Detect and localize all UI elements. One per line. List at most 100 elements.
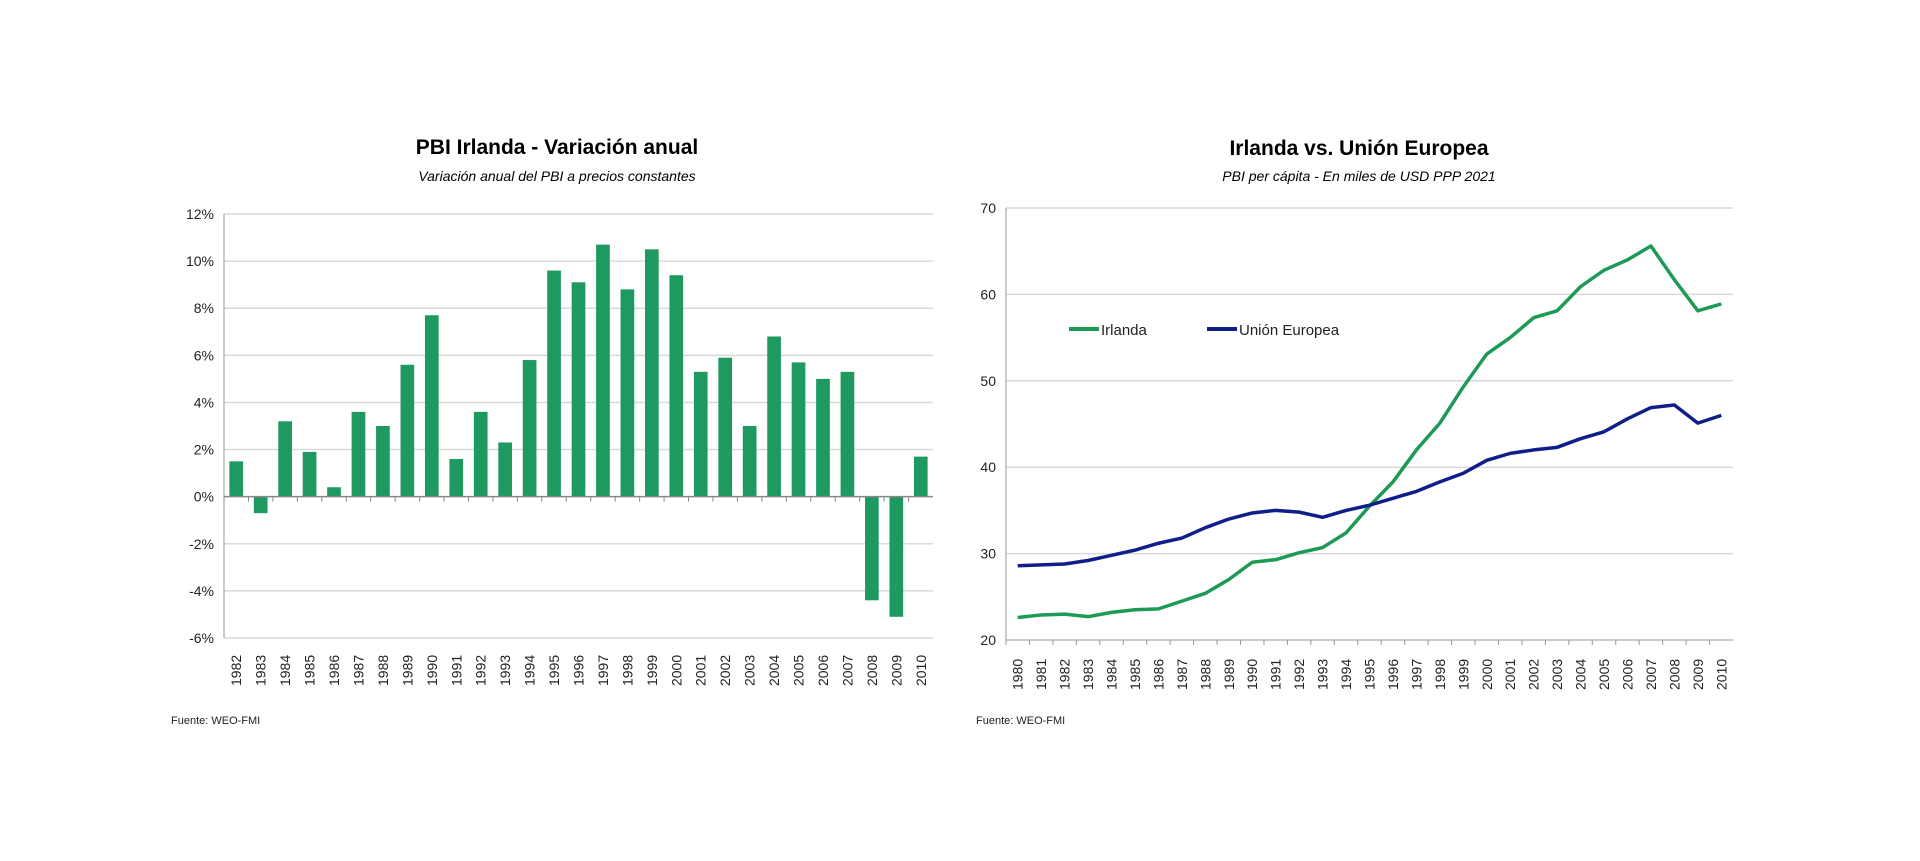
x-tick-label: 1983 <box>1080 659 1096 690</box>
y-tick-label: 8% <box>194 300 214 316</box>
x-tick-label: 2000 <box>1479 659 1495 690</box>
x-tick-label: 1983 <box>253 655 269 686</box>
x-tick-label: 2010 <box>1713 659 1729 690</box>
bar-1996 <box>571 282 586 497</box>
bar-1994 <box>522 360 537 497</box>
chart1-source: Fuente: WEO-FMI <box>171 715 260 727</box>
chart2-title: Irlanda vs. Unión Europea <box>1229 137 1488 160</box>
bar-2004 <box>767 336 781 497</box>
x-tick-label: 2005 <box>1596 659 1612 690</box>
bar-1992 <box>473 411 488 497</box>
x-tick-label: 1996 <box>1385 659 1401 690</box>
y-tick-label: 12% <box>186 206 214 222</box>
x-tick-label: 1985 <box>302 655 318 686</box>
bar-2001 <box>693 371 708 497</box>
x-tick-label: 2004 <box>766 655 782 686</box>
legend-label: Irlanda <box>1101 322 1148 339</box>
x-tick-label: 2002 <box>1526 659 1542 690</box>
bar-1989 <box>400 364 415 497</box>
bar-chart-pbi-variacion: PBI Irlanda - Variación anual Variación … <box>171 136 933 727</box>
x-tick-label: 2007 <box>839 655 855 686</box>
x-tick-label: 2003 <box>742 655 758 686</box>
x-tick-label: 1989 <box>1221 659 1237 690</box>
x-tick-label: 1992 <box>1291 659 1307 690</box>
legend-label: Unión Europea <box>1239 322 1340 339</box>
line-chart-irlanda-ue: Irlanda vs. Unión Europea PBI per cápita… <box>976 137 1733 727</box>
y-tick-label: -6% <box>189 630 214 646</box>
x-tick-label: 1981 <box>1033 659 1049 690</box>
x-tick-label: 1996 <box>571 655 587 686</box>
x-tick-label: 1986 <box>326 655 342 686</box>
x-tick-label: 1982 <box>1057 659 1073 690</box>
x-tick-label: 1995 <box>546 655 562 686</box>
x-tick-label: 1980 <box>1010 659 1026 690</box>
line-irlanda <box>1017 244 1722 620</box>
x-tick-label: 1998 <box>619 655 635 686</box>
x-tick-label: 2007 <box>1643 659 1659 690</box>
bar-1988 <box>376 426 390 497</box>
bar-1993 <box>498 442 513 497</box>
bar-1998 <box>620 289 635 497</box>
bar-2006 <box>816 378 830 497</box>
x-tick-label: 2008 <box>1666 659 1682 690</box>
x-tick-label: 2008 <box>864 655 880 686</box>
y-tick-label: 30 <box>980 546 996 562</box>
chart2-source: Fuente: WEO-FMI <box>976 715 1065 727</box>
x-tick-label: 1995 <box>1362 659 1378 690</box>
y-tick-label: 10% <box>186 253 214 269</box>
x-tick-label: 1999 <box>1455 659 1471 690</box>
x-tick-label: 1984 <box>277 655 293 686</box>
bar-2005 <box>791 362 806 497</box>
bar-2000 <box>669 275 684 497</box>
bar-1983 <box>253 496 268 514</box>
x-tick-label: 2005 <box>791 655 807 686</box>
x-tick-label: 1988 <box>1197 659 1213 690</box>
x-tick-label: 1987 <box>350 655 366 686</box>
y-tick-label: 2% <box>194 442 214 458</box>
x-tick-label: 2009 <box>1690 659 1706 690</box>
y-tick-label: 50 <box>980 373 996 389</box>
x-tick-label: 2006 <box>815 655 831 686</box>
chart2-subtitle: PBI per cápita - En miles de USD PPP 202… <box>1222 168 1495 184</box>
x-tick-label: 2001 <box>693 655 709 686</box>
x-tick-label: 1990 <box>1244 659 1260 690</box>
y-tick-label: 60 <box>980 286 996 302</box>
bar-1984 <box>278 421 292 497</box>
bar-2007 <box>840 371 855 497</box>
bar-2002 <box>718 357 733 497</box>
x-tick-label: 1994 <box>522 655 538 686</box>
x-tick-label: 1991 <box>448 655 464 686</box>
chart1-subtitle: Variación anual del PBI a precios consta… <box>418 168 695 184</box>
x-tick-label: 1997 <box>1408 659 1424 690</box>
bar-1987 <box>351 411 366 497</box>
y-tick-label: -2% <box>189 536 214 552</box>
y-tick-label: 4% <box>194 394 214 410</box>
bar-1997 <box>596 244 610 497</box>
x-tick-label: 1994 <box>1338 659 1354 690</box>
chart1-title: PBI Irlanda - Variación anual <box>416 136 698 159</box>
x-tick-label: 1993 <box>1315 659 1331 690</box>
x-tick-label: 1991 <box>1268 659 1284 690</box>
x-tick-label: 1999 <box>644 655 660 686</box>
y-tick-label: 0% <box>194 489 214 505</box>
y-tick-label: 20 <box>980 632 996 648</box>
bar-2010 <box>913 456 928 497</box>
x-tick-label: 1989 <box>399 655 415 686</box>
x-tick-label: 1986 <box>1150 659 1166 690</box>
bar-1985 <box>302 451 317 497</box>
y-tick-label: 70 <box>980 200 996 216</box>
x-tick-label: 2001 <box>1502 659 1518 690</box>
x-tick-label: 1990 <box>424 655 440 686</box>
x-tick-label: 2006 <box>1619 659 1635 690</box>
bar-1999 <box>644 249 659 497</box>
x-tick-label: 1998 <box>1432 659 1448 690</box>
x-tick-label: 1988 <box>375 655 391 686</box>
x-tick-label: 2004 <box>1573 659 1589 690</box>
x-tick-label: 2000 <box>668 655 684 686</box>
x-tick-label: 2009 <box>888 655 904 686</box>
x-tick-label: 1992 <box>473 655 489 686</box>
bar-1995 <box>547 270 561 497</box>
x-tick-label: 1985 <box>1127 659 1143 690</box>
x-tick-label: 1997 <box>595 655 611 686</box>
